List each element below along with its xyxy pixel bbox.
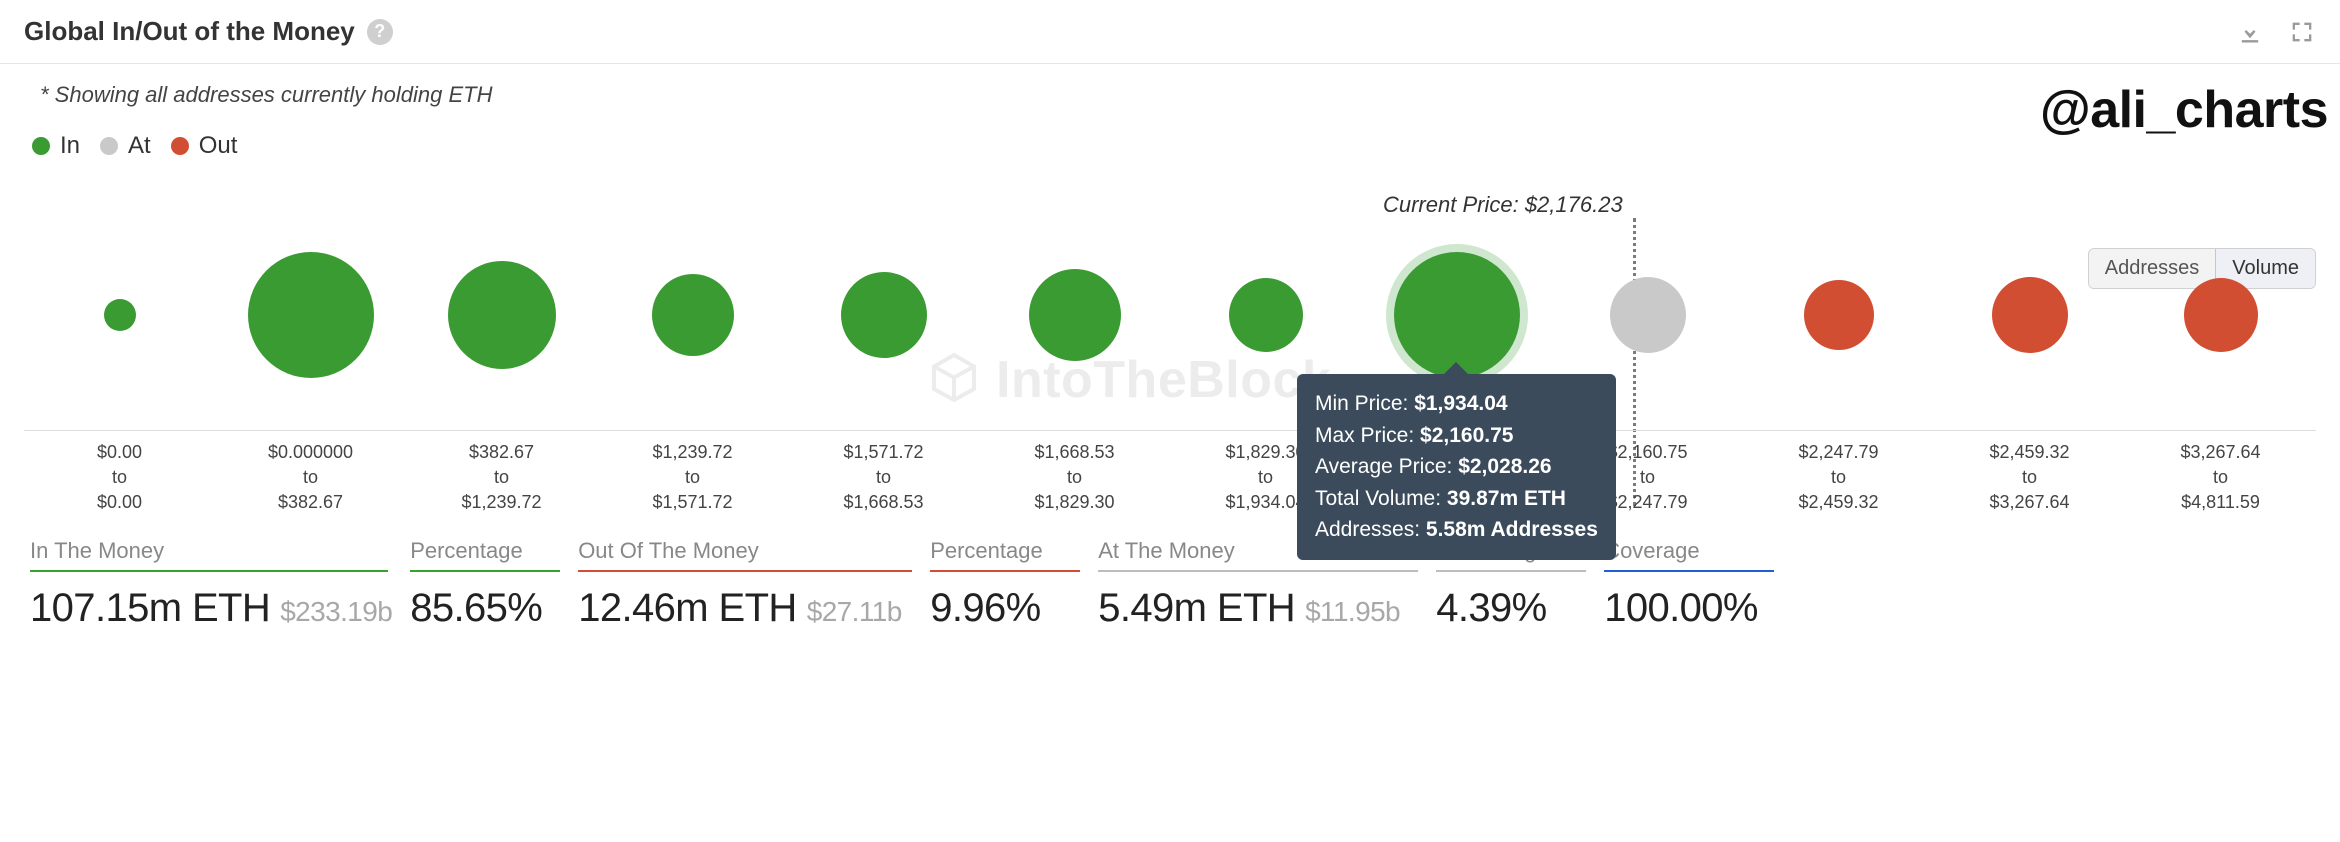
download-icon[interactable] [2236,18,2264,46]
tooltip-label: Average Price: [1315,455,1458,478]
stat-subvalue: $11.95b [1305,596,1400,627]
tooltip-value: $1,934.04 [1414,392,1507,415]
expand-icon[interactable] [2288,18,2316,46]
stat-value: 4.39% [1436,586,1586,631]
bubble-cell [406,200,597,430]
stat-value: 107.15m ETH$233.19b [30,586,392,631]
stat-label: Out Of The Money [578,538,912,572]
bubble-cell [979,200,1170,430]
legend-label: At [128,132,151,160]
tooltip-value: $2,160.75 [1420,424,1513,447]
stat-label: Percentage [930,538,1080,572]
range-label: $1,571.72to$1,668.53 [788,440,979,516]
legend-item-at[interactable]: At [100,132,151,160]
bubble-in[interactable] [248,252,374,378]
stat-value: 12.46m ETH$27.11b [578,586,912,631]
bubble-in[interactable] [448,261,556,369]
range-label: $3,267.64to$4,811.59 [2125,440,2316,516]
bubble-out[interactable] [1992,277,2068,353]
stat-value: 100.00% [1604,586,1774,631]
tooltip-value: $2,028.26 [1458,455,1551,478]
range-label: $2,247.79to$2,459.32 [1743,440,1934,516]
stat-value: 9.96% [930,586,1080,631]
bubble-in[interactable] [841,272,927,358]
bubble-at[interactable] [1610,277,1686,353]
bubble-cell [24,200,215,430]
range-label: $2,459.32to$3,267.64 [1934,440,2125,516]
tooltip-label: Max Price: [1315,424,1420,447]
tooltip-value: 5.58m Addresses [1426,518,1598,541]
legend-dot-icon [171,137,189,155]
subtitle-note: * Showing all addresses currently holdin… [0,64,2340,108]
header-left: Global In/Out of the Money ? [24,16,393,47]
header-bar: Global In/Out of the Money ? [0,0,2340,64]
legend-item-out[interactable]: Out [171,132,238,160]
tooltip-value: 39.87m ETH [1447,487,1566,510]
range-label: $0.00to$0.00 [24,440,215,516]
range-label: $382.67to$1,239.72 [406,440,597,516]
bubble-in[interactable] [652,274,734,356]
stat-label: In The Money [30,538,388,572]
tooltip-label: Min Price: [1315,392,1414,415]
bubble-cell [1934,200,2125,430]
legend-item-in[interactable]: In [32,132,80,160]
author-handle: @ali_charts [2040,80,2328,140]
stat-value: 5.49m ETH$11.95b [1098,586,1418,631]
legend-label: Out [199,132,238,160]
bubble-cell [2125,200,2316,430]
bubble-cell [788,200,979,430]
legend-label: In [60,132,80,160]
stat-label: Percentage [410,538,560,572]
stat-label: Coverage [1604,538,1774,572]
bubble-in[interactable] [1229,278,1303,352]
range-label: $0.000000to$382.67 [215,440,406,516]
stat-block: Percentage 85.65% [410,538,560,631]
legend-dot-icon [100,137,118,155]
bubble-row [24,200,2316,430]
legend: In At Out [0,108,2340,160]
header-right [2236,18,2316,46]
range-label: $1,668.53to$1,829.30 [979,440,1170,516]
bubble-chart: IntoTheBlock Current Price: $2,176.23 $0… [24,200,2316,500]
bubble-cell [597,200,788,430]
bubble-tooltip: Min Price: $1,934.04 Max Price: $2,160.75… [1297,374,1616,560]
axis-line [24,430,2316,431]
page-title: Global In/Out of the Money [24,16,355,47]
stat-block: Out Of The Money 12.46m ETH$27.11b [578,538,912,631]
bubble-cell [1743,200,1934,430]
stat-block: In The Money 107.15m ETH$233.19b [30,538,392,631]
tooltip-label: Total Volume: [1315,487,1447,510]
stat-subvalue: $27.11b [807,596,902,627]
x-axis-labels: $0.00to$0.00$0.000000to$382.67$382.67to$… [24,440,2316,516]
bubble-out[interactable] [1804,280,1874,350]
range-label: $1,239.72to$1,571.72 [597,440,788,516]
tooltip-label: Addresses: [1315,518,1426,541]
bubble-in[interactable] [1394,252,1520,378]
stat-subvalue: $233.19b [280,596,392,627]
bubble-in[interactable] [104,299,136,331]
stat-block: Coverage 100.00% [1604,538,1774,631]
bubble-cell [215,200,406,430]
stat-block: Percentage 9.96% [930,538,1080,631]
stat-value: 85.65% [410,586,560,631]
help-icon[interactable]: ? [367,19,393,45]
stats-row: In The Money 107.15m ETH$233.19b Percentag… [0,500,2340,631]
bubble-in[interactable] [1029,269,1121,361]
bubble-out[interactable] [2184,278,2258,352]
legend-dot-icon [32,137,50,155]
